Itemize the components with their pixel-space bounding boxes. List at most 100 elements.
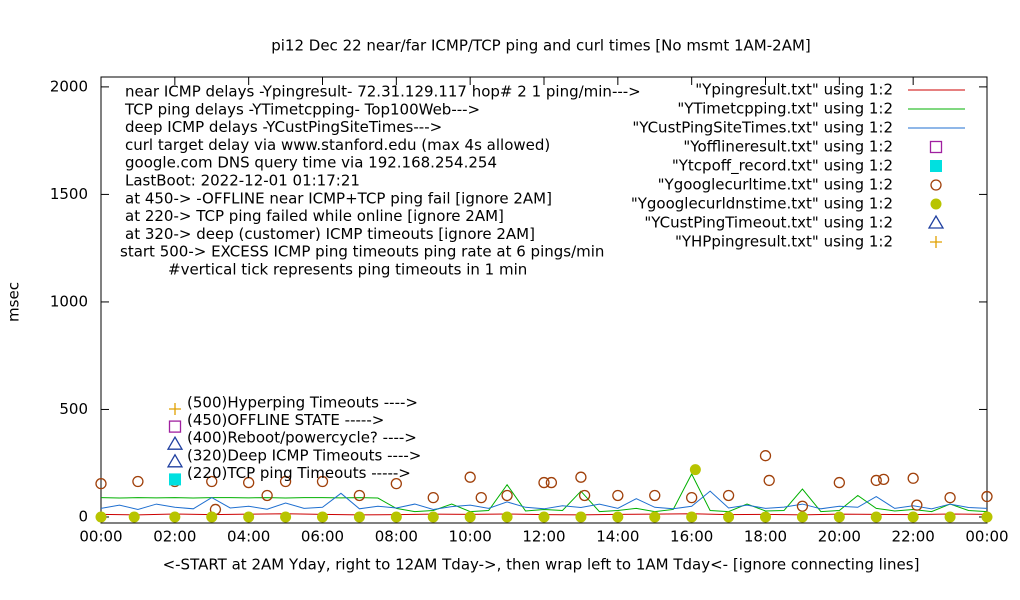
marker (575, 511, 587, 523)
marker (317, 511, 328, 523)
marker (930, 160, 942, 172)
marker (538, 511, 550, 523)
x-tick-label: 04:00 (227, 528, 270, 546)
annotation: at 450-> -OFFLINE near ICMP+TCP ping fai… (125, 189, 552, 207)
marker (168, 420, 182, 433)
annotation: TCP ping delays -YTimetcpping- Top100Web… (124, 100, 480, 118)
annotation: curl target delay via www.stanford.edu (… (125, 136, 550, 154)
series-line (100, 472, 988, 513)
marker (759, 450, 772, 462)
marker (686, 491, 698, 504)
legend-label: "Ygooglecurltime.txt" using 1:2 (658, 176, 893, 194)
annotation: near ICMP delays -Ypingresult- 72.31.129… (125, 83, 641, 101)
marker (981, 490, 993, 503)
marker (944, 511, 956, 523)
x-tick-label: 16:00 (670, 528, 713, 546)
key-note: (500)Hyperping Timeouts ----> (187, 394, 418, 412)
marker (870, 511, 882, 523)
marker (353, 511, 365, 523)
marker (930, 179, 942, 191)
marker (464, 471, 476, 483)
key-note: (450)OFFLINE STATE -----> (187, 411, 384, 429)
marker (649, 511, 661, 523)
marker (833, 476, 845, 489)
marker (877, 473, 890, 485)
x-tick-label: 20:00 (818, 528, 861, 546)
x-axis-label: <-START at 2AM Yday, right to 12AM Tday-… (163, 556, 920, 574)
key-note: (320)Deep ICMP Timeouts ----> (187, 446, 421, 464)
marker (243, 476, 255, 489)
y-tick-label: 1500 (50, 185, 88, 203)
marker (907, 472, 919, 484)
marker (907, 511, 919, 523)
marker (760, 511, 771, 523)
marker (929, 140, 943, 154)
legend-label: "YTimetcpping.txt" using 1:2 (677, 100, 893, 118)
x-tick-label: 06:00 (301, 528, 344, 546)
marker (427, 511, 439, 523)
marker (169, 403, 181, 415)
marker (612, 489, 624, 502)
marker (132, 475, 144, 488)
y-tick-label: 2000 (50, 77, 88, 95)
marker (501, 511, 513, 523)
marker (763, 474, 775, 487)
marker (169, 473, 181, 486)
marker (722, 489, 735, 502)
marker (911, 499, 923, 511)
marker (95, 511, 107, 523)
annotation: start 500-> EXCESS ICMP ping timeouts pi… (120, 243, 604, 261)
y-tick-label: 1000 (50, 292, 88, 310)
marker (796, 511, 808, 523)
chart-title: pi12 Dec 22 near/far ICMP/TCP ping and c… (271, 37, 811, 55)
marker (166, 453, 184, 468)
marker (686, 511, 698, 523)
marker (353, 489, 366, 502)
key-note: (220)TCP ping Timeouts -----> (187, 464, 411, 482)
marker (981, 511, 993, 523)
marker (280, 511, 292, 523)
x-tick-label: 22:00 (892, 528, 935, 546)
legend-label: "Ypingresult.txt" using 1:2 (695, 81, 893, 99)
marker (927, 214, 945, 229)
marker (390, 477, 402, 490)
annotation: at 320-> deep (customer) ICMP timeouts [… (125, 225, 535, 243)
series-line (100, 490, 988, 510)
marker (833, 511, 845, 523)
annotation: #vertical tick represents ping timeouts … (168, 261, 527, 279)
legend-label: "YCustPingTimeout.txt" using 1:2 (644, 214, 893, 232)
marker (930, 198, 942, 210)
marker (930, 236, 942, 248)
key-note: (400)Reboot/powercycle? ----> (187, 429, 417, 447)
legend-label: "YHPpingresult.txt" using 1:2 (675, 233, 893, 251)
marker (261, 489, 273, 502)
legend-label: "YCustPingSiteTimes.txt" using 1:2 (632, 119, 893, 137)
marker (279, 475, 292, 488)
y-axis-label: msec (5, 282, 23, 322)
x-tick-label: 12:00 (522, 528, 565, 546)
marker (128, 511, 140, 523)
marker (545, 476, 558, 489)
x-tick-label: 08:00 (375, 528, 418, 546)
annotation: LastBoot: 2022-12-01 01:17:21 (125, 172, 360, 190)
annotation: deep ICMP delays -YCustPingSiteTimes---> (125, 118, 442, 136)
y-tick-label: 500 (59, 400, 88, 418)
marker (243, 511, 255, 523)
marker (95, 477, 107, 490)
x-tick-label: 10:00 (449, 528, 492, 546)
marker (464, 511, 476, 523)
legend-label: "Ygooglecurldnstime.txt" using 1:2 (631, 195, 893, 213)
marker (206, 511, 218, 523)
marker (538, 476, 550, 489)
annotation: at 220-> TCP ping failed while online [i… (125, 207, 504, 225)
legend-label: "Ytcpoff_record.txt" using 1:2 (672, 157, 893, 176)
x-tick-label: 02:00 (153, 528, 196, 546)
marker (944, 491, 956, 504)
x-tick-label: 00:00 (965, 528, 1008, 546)
marker (870, 474, 882, 487)
legend-label: "Yofflineresult.txt" using 1:2 (683, 138, 893, 156)
x-tick-label: 00:00 (79, 528, 122, 546)
marker (723, 511, 735, 523)
